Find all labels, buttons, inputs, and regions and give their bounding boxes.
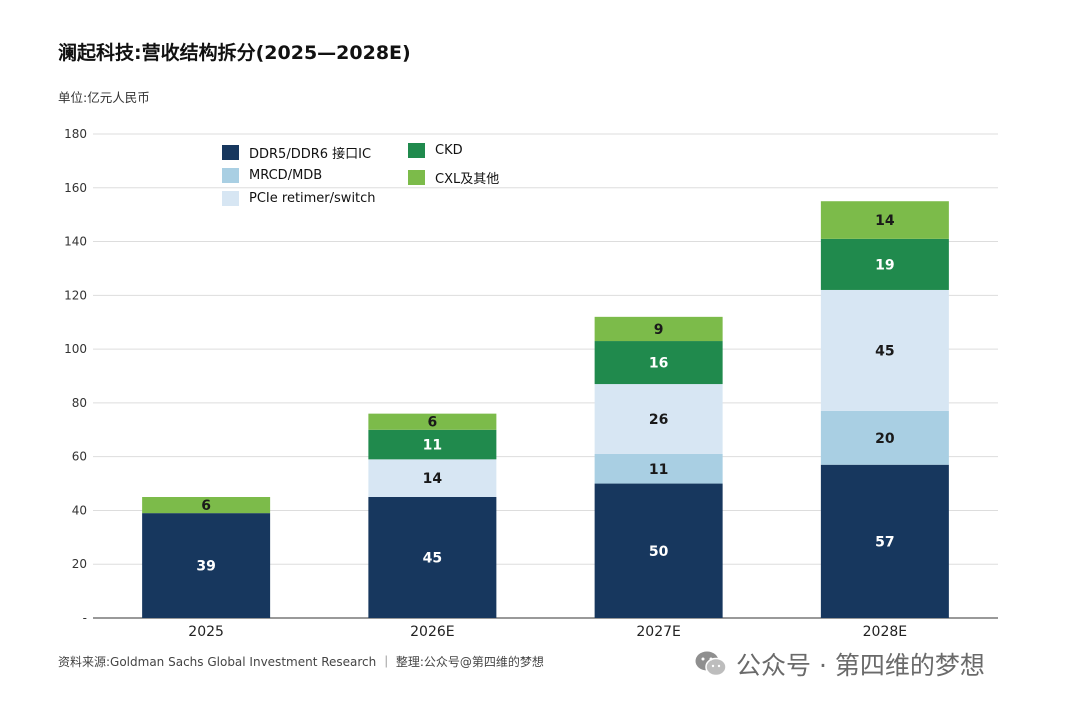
- data-label: 45: [875, 343, 894, 359]
- legend-item-cxl: CXL及其他: [408, 168, 499, 187]
- bar-segment: [594, 453, 723, 484]
- legend-label-mrcd: MRCD/MDB: [249, 168, 323, 183]
- y-tick-label: 60: [72, 450, 87, 464]
- y-tick-label: 80: [72, 396, 87, 410]
- bar-segment: [142, 513, 271, 618]
- bar-segment: [594, 341, 723, 385]
- data-label: 16: [649, 356, 668, 372]
- bar-segment: [820, 410, 949, 465]
- bar-segment: [820, 201, 949, 239]
- y-tick-label: 20: [72, 557, 87, 571]
- data-label: 6: [201, 498, 211, 514]
- bar-segment: [368, 413, 497, 430]
- data-label: 11: [649, 462, 668, 478]
- x-tick-label: 2027E: [636, 624, 680, 640]
- data-label: 26: [649, 412, 668, 428]
- y-tick-label: 40: [72, 503, 87, 517]
- legend-swatch-ckd: [408, 143, 425, 158]
- bar-segment: [594, 384, 723, 454]
- bar-segment: [142, 497, 271, 514]
- y-tick-label: 100: [64, 342, 87, 356]
- legend-item-pcie: PCIe retimer/switch: [222, 191, 376, 206]
- chart-legend: DDR5/DDR6 接口IC MRCD/MDB PCIe retimer/swi…: [222, 143, 552, 209]
- data-label: 14: [875, 213, 895, 229]
- data-label: 45: [423, 551, 442, 567]
- data-label: 57: [875, 534, 894, 550]
- legend-item-mrcd: MRCD/MDB: [222, 168, 322, 183]
- y-tick-label: -: [83, 611, 87, 625]
- source-note: 资料来源:Goldman Sachs Global Investment Res…: [58, 655, 544, 669]
- legend-label-ddr: DDR5/DDR6 接口IC: [249, 147, 372, 162]
- data-label: 9: [654, 322, 664, 338]
- legend-item-ckd: CKD: [408, 143, 463, 158]
- data-label: 19: [875, 257, 894, 273]
- x-tick-label: 2026E: [410, 624, 454, 640]
- legend-swatch-ddr: [222, 145, 239, 160]
- legend-label-pcie: PCIe retimer/switch: [249, 191, 376, 206]
- legend-swatch-mrcd: [222, 168, 239, 183]
- y-tick-label: 120: [64, 288, 87, 302]
- chart-title: 澜起科技:营收结构拆分(2025—2028E): [58, 42, 411, 64]
- bar-segment: [820, 464, 949, 618]
- data-label: 6: [428, 415, 438, 431]
- wechat-icon: [695, 651, 727, 677]
- data-label: 39: [196, 559, 215, 575]
- legend-label-cxl: CXL及其他: [435, 172, 500, 187]
- x-tick-label: 2025: [188, 624, 224, 640]
- data-label: 11: [423, 438, 442, 454]
- legend-label-ckd: CKD: [435, 143, 463, 158]
- bar-segment: [594, 483, 723, 618]
- bar-segment: [820, 238, 949, 290]
- bar-segment: [368, 429, 497, 460]
- bar-segment: [368, 459, 497, 497]
- bar-segment: [594, 316, 723, 342]
- bar-segment: [368, 497, 497, 618]
- data-label: 20: [875, 431, 895, 447]
- brand-badge: 公众号 · 第四维的梦想: [694, 646, 985, 682]
- y-tick-label: 180: [64, 127, 87, 141]
- brand-text: 公众号 · 第四维的梦想: [736, 651, 985, 680]
- legend-swatch-cxl: [408, 170, 425, 185]
- unit-label: 单位:亿元人民币: [58, 90, 150, 105]
- bar-segment: [820, 289, 949, 411]
- x-tick-label: 2028E: [863, 624, 907, 640]
- data-label: 50: [649, 544, 669, 560]
- y-tick-label: 160: [64, 181, 87, 195]
- y-tick-label: 140: [64, 235, 87, 249]
- legend-item-ddr: DDR5/DDR6 接口IC: [222, 143, 371, 162]
- data-label: 14: [423, 471, 443, 487]
- legend-swatch-pcie: [222, 191, 239, 206]
